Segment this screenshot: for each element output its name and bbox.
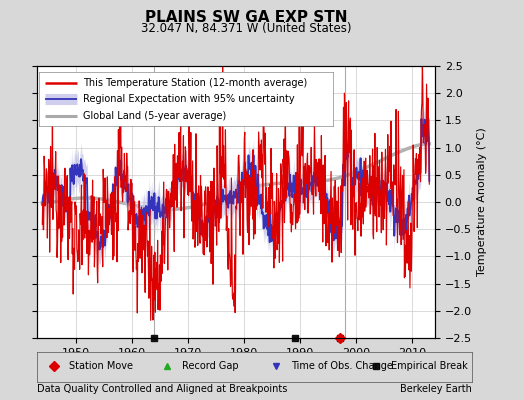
Text: Regional Expectation with 95% uncertainty: Regional Expectation with 95% uncertaint… bbox=[83, 94, 295, 104]
Text: Record Gap: Record Gap bbox=[182, 362, 239, 371]
Text: 32.047 N, 84.371 W (United States): 32.047 N, 84.371 W (United States) bbox=[141, 22, 352, 35]
Text: Global Land (5-year average): Global Land (5-year average) bbox=[83, 111, 226, 121]
Text: Empirical Break: Empirical Break bbox=[391, 362, 468, 371]
Text: Data Quality Controlled and Aligned at Breakpoints: Data Quality Controlled and Aligned at B… bbox=[37, 384, 287, 394]
Text: Berkeley Earth: Berkeley Earth bbox=[400, 384, 472, 394]
Text: Time of Obs. Change: Time of Obs. Change bbox=[291, 362, 393, 371]
Text: PLAINS SW GA EXP STN: PLAINS SW GA EXP STN bbox=[145, 10, 347, 26]
Y-axis label: Temperature Anomaly (°C): Temperature Anomaly (°C) bbox=[477, 128, 487, 276]
Text: This Temperature Station (12-month average): This Temperature Station (12-month avera… bbox=[83, 78, 308, 88]
Text: Station Move: Station Move bbox=[69, 362, 133, 371]
